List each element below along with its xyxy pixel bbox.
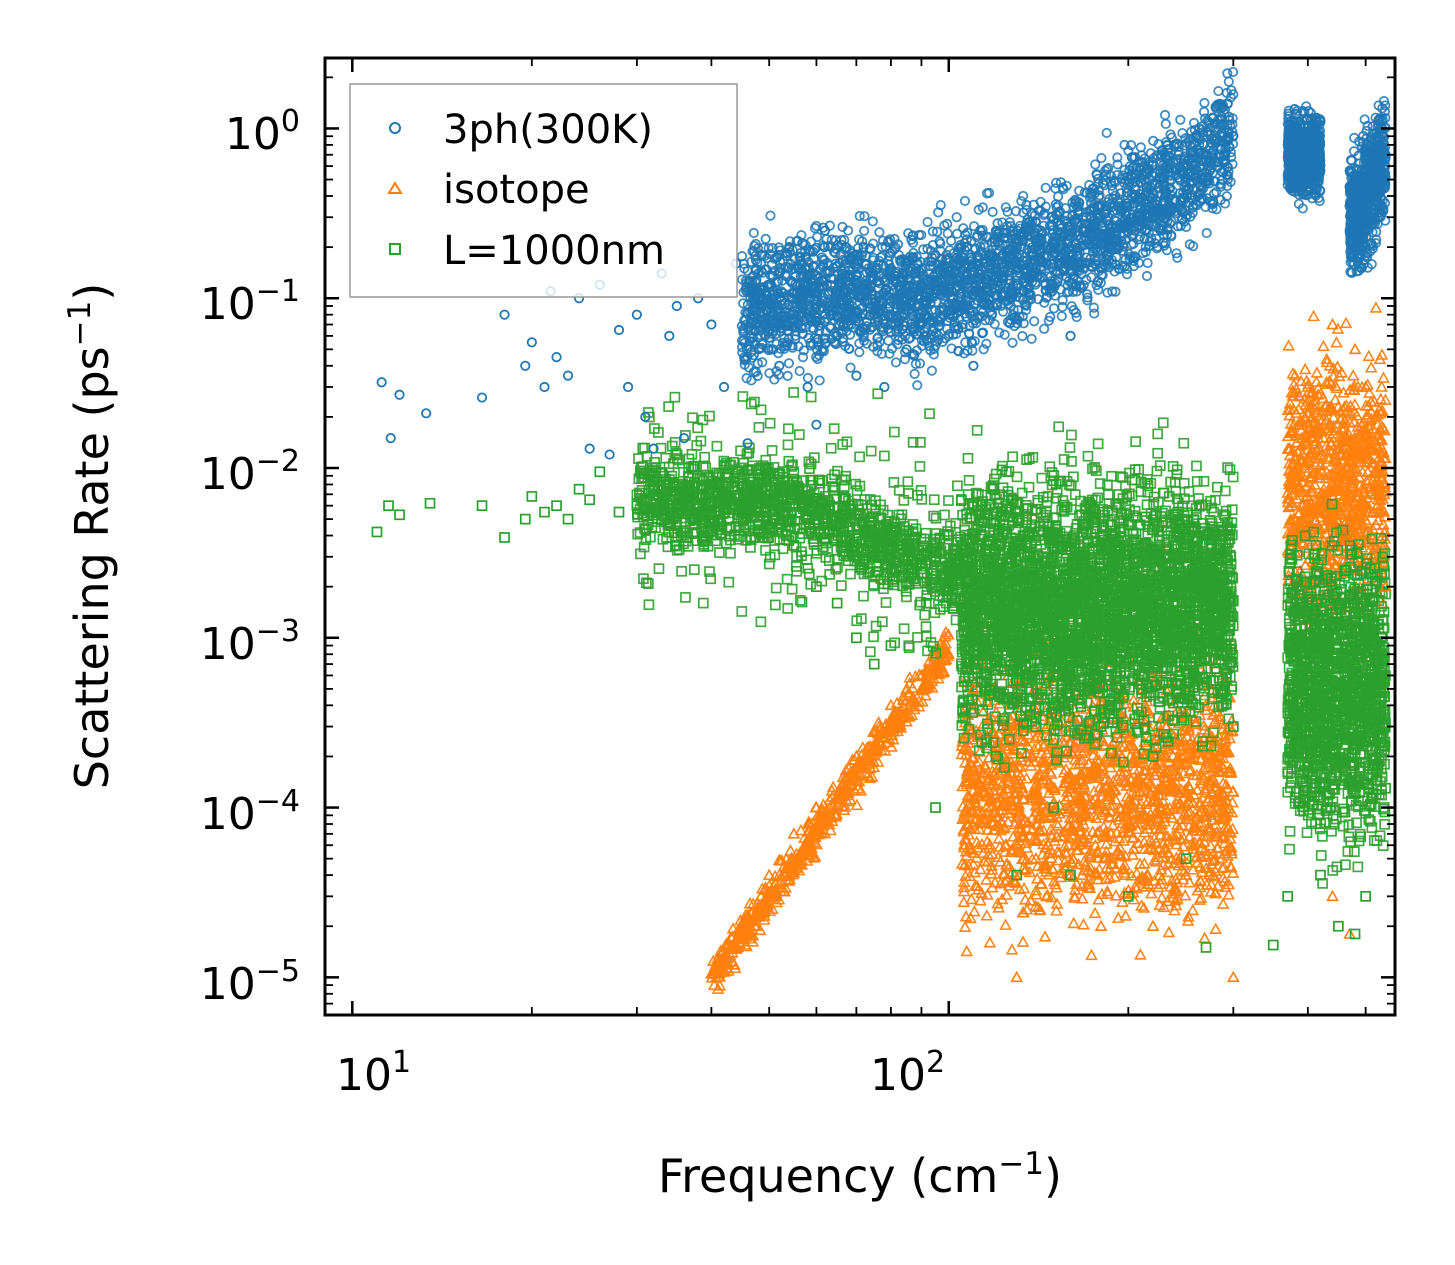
scatter-point	[1141, 270, 1153, 282]
scatter-point	[763, 243, 774, 254]
scatter-point	[1112, 152, 1123, 163]
scatter-point	[1018, 190, 1029, 202]
scatter-point	[978, 344, 989, 355]
scatter-point	[907, 237, 919, 248]
scatter-point	[977, 224, 988, 236]
scatter-point	[1017, 331, 1028, 342]
scatter-point	[890, 357, 902, 368]
scatter-point	[1090, 159, 1101, 170]
scatter-point	[1007, 337, 1018, 348]
scatter-point	[748, 227, 759, 239]
scatter-point	[769, 374, 780, 385]
scatter-point	[765, 210, 776, 221]
series-3ph	[736, 66, 1391, 391]
scatter-point	[1222, 68, 1233, 79]
scatter-point	[1040, 182, 1051, 193]
scatter-point	[1226, 152, 1237, 163]
scatter-point	[783, 358, 795, 369]
scatter-point	[951, 212, 962, 223]
scatter-point	[1101, 127, 1112, 139]
scatter-point	[1201, 227, 1212, 239]
scatter-point	[854, 210, 865, 222]
scatter-point	[913, 229, 925, 241]
scatter-point	[939, 220, 950, 231]
scatter-point	[814, 375, 825, 386]
